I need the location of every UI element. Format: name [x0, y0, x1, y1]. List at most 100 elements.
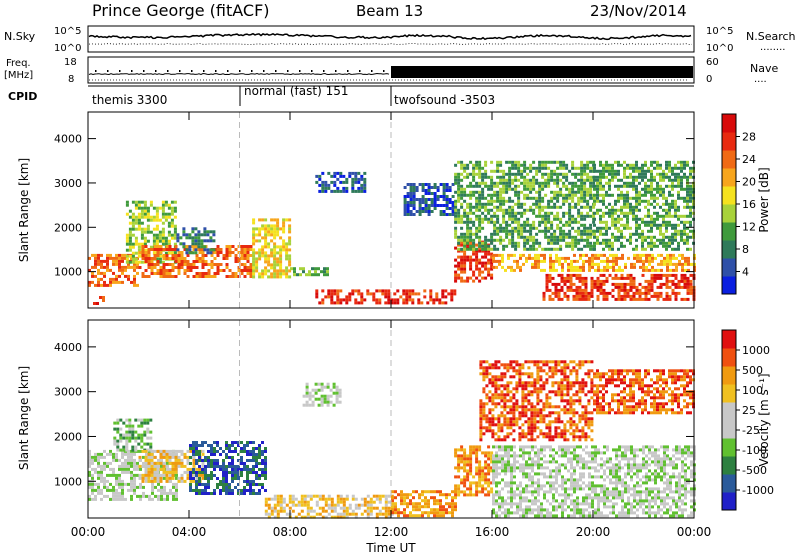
echo-cell	[97, 485, 100, 489]
echo-cell	[683, 232, 686, 236]
echo-cell	[496, 232, 500, 236]
echo-cell	[93, 302, 96, 305]
echo-cell	[572, 294, 576, 298]
echo-cell	[164, 218, 168, 222]
echo-cell	[566, 285, 570, 289]
echo-cell	[394, 511, 397, 515]
echo-cell	[460, 279, 464, 283]
echo-cell	[412, 192, 416, 195]
echo-cell	[240, 254, 244, 257]
echo-cell	[91, 271, 94, 275]
cpid-panel: CPID themis 3300 normal (fast) 151 twofs…	[8, 84, 694, 107]
echo-cell	[252, 233, 256, 237]
echo-cell	[496, 247, 500, 251]
power-colorbar-label: Power [dB]	[757, 167, 771, 232]
echo-cell	[240, 471, 243, 474]
echo-cell	[568, 205, 572, 209]
echo-cell	[496, 190, 500, 194]
echo-cell	[523, 166, 527, 170]
freq-band	[391, 66, 693, 78]
echo-cell	[430, 490, 433, 494]
echo-cell	[532, 223, 536, 227]
echo-cell	[366, 292, 370, 296]
echo-cell	[412, 490, 415, 494]
echo-cell	[466, 487, 470, 491]
echo-cell	[671, 205, 674, 209]
echo-cell	[168, 263, 172, 266]
echo-cell	[412, 505, 415, 509]
echo-cell	[161, 203, 165, 207]
echo-cell	[264, 489, 267, 492]
echo-cell	[225, 251, 229, 254]
echo-cell	[457, 196, 461, 200]
echo-cell	[100, 479, 103, 483]
echo-cell	[249, 459, 252, 462]
echo-cell	[523, 196, 527, 200]
echo-cell	[551, 282, 555, 286]
echo-cell	[490, 457, 494, 461]
echo-cell	[478, 229, 482, 233]
echo-cell	[421, 514, 424, 518]
echo-cell	[463, 279, 467, 283]
echo-cell	[642, 259, 645, 263]
echo-cell	[439, 195, 443, 198]
echo-cell	[580, 172, 584, 176]
echo-cell	[198, 489, 201, 492]
echo-cell	[687, 256, 690, 260]
echo-cell	[481, 466, 485, 470]
echo-cell	[551, 276, 555, 280]
echo-cell	[300, 494, 304, 498]
echo-cell	[172, 494, 175, 498]
echo-cell	[234, 465, 237, 468]
echo-cell	[143, 418, 147, 422]
echo-cell	[255, 233, 259, 237]
echo-cell	[680, 178, 683, 182]
echo-cell	[293, 273, 296, 277]
echo-cell	[149, 245, 153, 249]
echo-cell	[665, 291, 669, 295]
echo-cell	[677, 190, 680, 194]
echo-cell	[252, 263, 256, 267]
echo-cell	[161, 215, 165, 219]
echo-cell	[686, 199, 689, 203]
echo-cell	[131, 436, 135, 440]
echo-cell	[305, 382, 309, 386]
echo-cell	[451, 511, 454, 515]
echo-cell	[128, 221, 132, 225]
echo-cell	[469, 267, 473, 271]
echo-cell	[219, 248, 223, 251]
echo-cell	[560, 297, 564, 301]
echo-cell	[548, 294, 552, 298]
echo-cell	[626, 181, 629, 185]
echo-cell	[561, 265, 564, 269]
echo-cell	[674, 232, 677, 236]
echo-cell	[657, 253, 660, 257]
echo-cell	[282, 239, 286, 243]
echo-cell	[611, 214, 614, 218]
echo-cell	[336, 494, 340, 498]
echo-cell	[659, 294, 663, 298]
echo-cell	[665, 208, 668, 212]
echo-cell	[472, 247, 476, 251]
echo-cell	[448, 505, 451, 509]
echo-cell	[463, 484, 467, 488]
echo-cell	[547, 202, 551, 206]
echo-cell	[487, 267, 491, 271]
echo-cell	[339, 512, 343, 516]
echo-cell	[683, 160, 686, 164]
echo-cell	[296, 273, 299, 277]
echo-cell	[494, 423, 498, 427]
echo-cell	[454, 487, 458, 491]
echo-cell	[314, 397, 318, 401]
echo-cell	[195, 275, 199, 278]
echo-cell	[439, 502, 442, 506]
echo-cell	[94, 497, 97, 501]
echo-cell	[255, 227, 259, 231]
echo-cell	[538, 196, 542, 200]
echo-cell	[689, 282, 693, 286]
echo-cell	[479, 402, 483, 406]
echo-cell	[177, 266, 181, 269]
echo-cell	[436, 186, 440, 189]
echo-cell	[163, 488, 166, 492]
echo-cell	[94, 265, 97, 269]
